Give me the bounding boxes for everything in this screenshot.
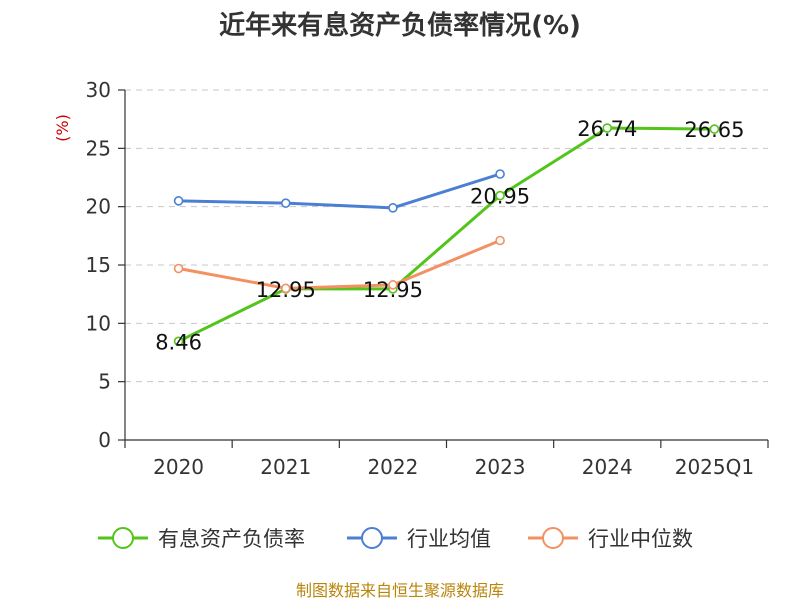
- data-label-2022: 12.95: [363, 278, 423, 302]
- legend-item-2[interactable]: 行业中位数: [528, 527, 693, 551]
- legend-label-1: 行业均值: [407, 527, 491, 551]
- point-s2-2022[interactable]: [388, 280, 398, 290]
- y-tick-label-15: 15: [86, 253, 111, 277]
- point-s1-2020[interactable]: [173, 196, 184, 206]
- point-s2-2023[interactable]: [495, 235, 505, 246]
- legend[interactable]: 有息资产负债率 行业均值 行业中位数: [98, 527, 693, 551]
- point-s1-2021[interactable]: [280, 198, 291, 208]
- point-s0-2025q1[interactable]: [709, 124, 720, 134]
- series-line-1: [178, 172, 501, 210]
- source-note: 制图数据来自恒生聚源数据库: [296, 581, 504, 600]
- x-tick-label-2025q1: 2025Q1: [675, 455, 754, 479]
- point-s0-2020[interactable]: [173, 336, 184, 347]
- legend-swatch-marker-2: [542, 527, 564, 549]
- point-s2-2020[interactable]: [173, 263, 184, 274]
- gridlines: [125, 89, 768, 383]
- x-tick-label-2020: 2020: [153, 455, 204, 479]
- data-label-2021: 12.95: [256, 278, 316, 302]
- y-tick-label-30: 30: [86, 78, 111, 102]
- x-tick-label-2021: 2021: [260, 455, 311, 479]
- data-label-2025q1: 26.65: [684, 118, 744, 142]
- data-label-2023: 20.95: [470, 185, 530, 209]
- data-labels: 8.46 12.95 12.95 20.95 26.74 26.65: [155, 117, 744, 354]
- data-label-2024: 26.74: [577, 117, 637, 141]
- series-lines: [173, 123, 720, 347]
- legend-swatch-marker-1: [361, 527, 383, 549]
- y-tick-label-10: 10: [86, 311, 111, 335]
- legend-item-0[interactable]: 有息资产负债率: [98, 527, 305, 551]
- y-tick-label-25: 25: [86, 136, 111, 160]
- x-tick-labels: 2020 2021 2022 2023 2024 2025Q1: [153, 455, 754, 479]
- series-line-2: [178, 239, 501, 290]
- y-tick-label-0: 0: [98, 428, 111, 452]
- x-tick-label-2022: 2022: [367, 455, 418, 479]
- point-s1-2023[interactable]: [495, 169, 505, 179]
- axes: [118, 89, 769, 448]
- x-tick-label-2023: 2023: [475, 455, 526, 479]
- chart-title: 近年来有息资产负债率情况(%): [219, 10, 581, 41]
- y-tick-label-20: 20: [86, 195, 111, 219]
- y-tick-label-5: 5: [98, 370, 111, 394]
- legend-label-0: 有息资产负债率: [158, 527, 305, 551]
- series-line-0: [177, 126, 715, 343]
- y-tick-labels: 0 5 10 15 20 25 30: [86, 78, 111, 452]
- point-s1-2022[interactable]: [388, 203, 398, 213]
- x-tick-label-2024: 2024: [582, 455, 633, 479]
- point-s2-2021[interactable]: [280, 283, 291, 294]
- data-label-2020: 8.46: [155, 330, 202, 354]
- legend-item-1[interactable]: 行业均值: [347, 527, 491, 551]
- legend-swatch-marker-0: [112, 527, 134, 549]
- point-s0-2024[interactable]: [602, 123, 613, 133]
- point-s0-2023[interactable]: [495, 190, 505, 201]
- legend-label-2: 行业中位数: [588, 527, 693, 551]
- y-axis-label: (%): [53, 114, 72, 142]
